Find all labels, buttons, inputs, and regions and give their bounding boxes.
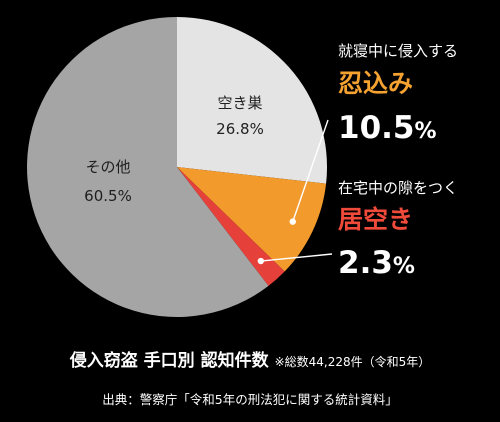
callout-percent-sign-shinobikomi: %	[415, 119, 437, 144]
callout-subtitle-iaki: 在宅中の隙をつく	[338, 179, 458, 197]
slice-label-sonota: その他	[85, 158, 130, 176]
callout-percent-number-iaki: 2.3	[338, 245, 393, 281]
chart-source: 出典：警察庁「令和5年の刑法犯に関する統計資料」	[102, 392, 398, 407]
callout-title-iaki: 居空き	[338, 205, 413, 234]
pie-slices	[27, 17, 328, 317]
callout-percent-shinobikomi: 10.5%	[338, 110, 437, 146]
chart-total-note: ※総数44,228件（令和5年）	[274, 355, 431, 369]
slice-label-akisu: 空き巣	[217, 94, 262, 112]
callout-title-shinobikomi: 忍込み	[338, 69, 413, 98]
slice-value-akisu: 26.8%	[216, 120, 264, 138]
pie-slice-sonota	[27, 17, 269, 317]
leader-line-iaki	[260, 253, 333, 262]
leader-lines	[257, 119, 333, 265]
chart-title: 侵入窃盗 手口別 認知件数 ※総数44,228件（令和5年）	[0, 346, 500, 371]
leader-dot-shinobikomi	[289, 218, 296, 225]
callout-percent-number-shinobikomi: 10.5	[338, 110, 415, 146]
leader-line-shinobikomi	[292, 119, 329, 222]
leader-dot-iaki	[257, 257, 265, 265]
chart-title-text: 侵入窃盗 手口別 認知件数	[69, 351, 269, 371]
pie-slice-iaki	[177, 167, 285, 286]
callout-subtitle-shinobikomi: 就寝中に侵入する	[338, 42, 458, 60]
pie-slice-shinobikomi	[177, 167, 327, 272]
callout-percent-sign-iaki: %	[393, 254, 415, 279]
slice-value-sonota: 60.5%	[84, 187, 132, 205]
callout-percent-iaki: 2.3%	[338, 245, 415, 281]
pie-slice-akisu	[177, 17, 328, 184]
